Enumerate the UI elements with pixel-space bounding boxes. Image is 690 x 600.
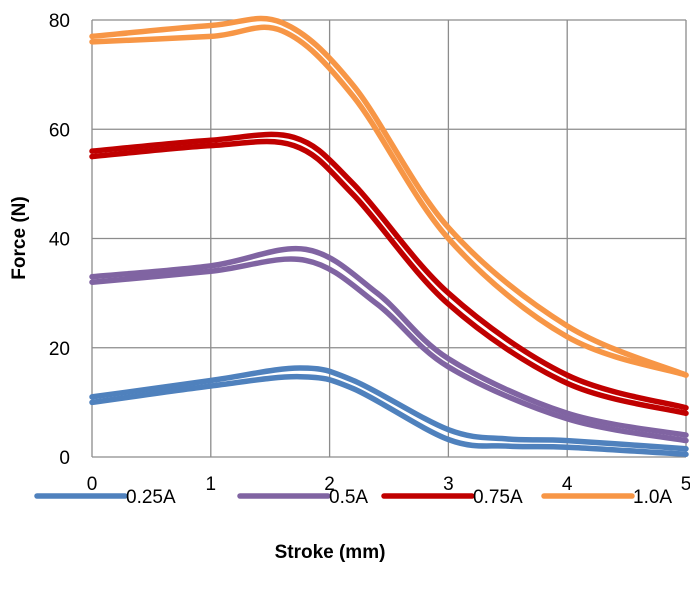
legend: 0.25A 0.5A 0.75A 1.0A	[34, 487, 672, 508]
y-tick-label: 80	[49, 11, 70, 32]
series-0.75A	[89, 131, 689, 417]
x-tick-label: 4	[562, 474, 573, 495]
tick-labels: 0 1 2 3 4 5 0 20 40 60 80	[49, 11, 690, 495]
series-line-0.25A-lower	[89, 373, 689, 458]
y-tick-label: 60	[49, 120, 70, 141]
y-tick-label: 20	[49, 339, 70, 360]
series-line-0.75A-lower	[89, 138, 689, 417]
legend-item: 0.25A	[34, 487, 176, 508]
series-line-0.75A-upper	[89, 131, 689, 411]
legend-label: 1.0A	[633, 487, 672, 508]
legend-label: 0.5A	[329, 487, 368, 508]
legend-label: 0.75A	[473, 487, 523, 508]
legend-label: 0.25A	[126, 487, 176, 508]
series-layer	[89, 15, 689, 458]
series-line-1.0A-lower	[89, 24, 689, 378]
series-1.0A	[89, 15, 689, 378]
y-tick-label: 0	[59, 448, 70, 469]
y-axis-title: Force (N)	[9, 196, 30, 279]
legend-item: 1.0A	[541, 487, 672, 508]
x-tick-label: 0	[87, 474, 98, 495]
series-line-0.5A-upper	[89, 245, 689, 438]
x-axis-title: Stroke (mm)	[275, 542, 386, 563]
series-line-1.0A-upper	[89, 15, 689, 378]
series-0.5A	[89, 245, 689, 444]
series-line-0.25A-upper	[89, 365, 689, 452]
legend-item: 0.5A	[237, 487, 368, 508]
legend-item: 0.75A	[381, 487, 523, 508]
x-tick-label: 2	[324, 474, 335, 495]
series-line-0.5A-lower	[89, 256, 689, 444]
series-0.25A	[89, 365, 689, 458]
x-tick-label: 5	[681, 474, 690, 495]
x-tick-label: 1	[206, 474, 217, 495]
x-tick-label: 3	[443, 474, 454, 495]
y-tick-label: 40	[49, 230, 70, 251]
